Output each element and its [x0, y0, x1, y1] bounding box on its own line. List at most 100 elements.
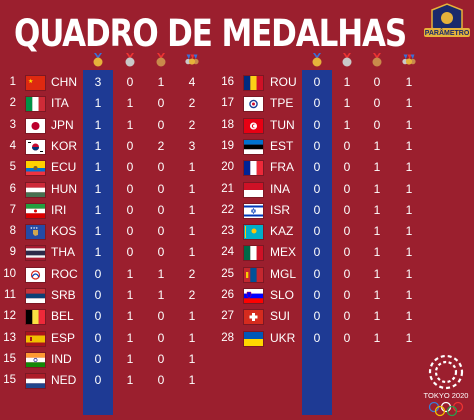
silver-count: 0 [343, 224, 351, 239]
silver-count: 0 [343, 309, 351, 324]
bronze-count: 0 [157, 117, 165, 132]
table-row: 17 TPE 0 1 0 1 [0, 93, 474, 114]
svg-text:★★★: ★★★ [30, 226, 38, 230]
table-row: 11 SRB 0 1 1 2 [0, 285, 474, 306]
gold-count: 0 [313, 202, 321, 217]
total-count: 1 [188, 245, 196, 260]
country-code: BEL [51, 309, 74, 324]
rank-cell: 2 [9, 97, 16, 110]
table-row: 8 ★★★ KOS 1 0 0 1 [0, 221, 474, 242]
brand-label: PARÂMETRO [425, 28, 470, 37]
country-code: KAZ [270, 224, 294, 239]
total-count: 2 [188, 117, 196, 132]
silver-count: 1 [126, 330, 134, 345]
total-count: 1 [405, 117, 413, 132]
country-code: ISR [270, 202, 291, 217]
bronze-count: 1 [157, 288, 165, 302]
silver-count: 0 [126, 181, 134, 196]
rank-cell: 10 [3, 267, 16, 280]
gold-count: 1 [94, 117, 102, 132]
silver-count: 1 [126, 266, 134, 281]
country-code: ROC [51, 266, 78, 281]
total-count: 1 [188, 202, 196, 217]
table-row: 15 IND 0 1 0 1 [0, 349, 474, 370]
total-count: 1 [405, 245, 413, 260]
mongolia-flag-icon [243, 266, 264, 283]
bronze-count: 0 [157, 224, 165, 239]
bronze-count: 0 [157, 373, 165, 388]
event-label: TOKYO 2020 [424, 391, 469, 400]
rank-cell: 22 [221, 203, 234, 216]
silver-count: 1 [343, 75, 351, 89]
bronze-count: 0 [373, 117, 381, 132]
svg-text:★: ★ [28, 78, 33, 85]
silver-count: 1 [126, 96, 134, 111]
table-row: 6 HUN 1 0 0 1 [0, 179, 474, 200]
taipei-flag-icon [243, 96, 264, 113]
bronze-count: 0 [157, 309, 165, 324]
bronze-count: 0 [157, 202, 165, 217]
bronze-count: 0 [157, 96, 165, 111]
table-row: 24 MEX 0 0 1 1 [0, 242, 474, 263]
total-count: 1 [188, 351, 196, 366]
total-count: 2 [188, 266, 196, 281]
ukraine-flag-icon [243, 330, 264, 347]
parametro-logo: PARÂMETRO [424, 3, 470, 37]
italy-flag-icon [25, 96, 46, 113]
rank-cell: 17 [221, 97, 234, 110]
silver-count: 1 [126, 288, 134, 302]
gold-count: 0 [313, 224, 321, 239]
country-code: ROU [270, 75, 297, 89]
tokyo-2020-emblem: TOKYO 2020 [424, 354, 469, 417]
country-code: SLO [270, 288, 295, 302]
rank-cell: 7 [9, 203, 16, 216]
belgium-flag-icon [25, 309, 46, 326]
silver-count: 0 [126, 138, 134, 153]
gold-count: 3 [94, 75, 102, 89]
bronze-count: 1 [373, 224, 381, 239]
hungary-flag-icon [25, 181, 46, 198]
silver-count: 1 [126, 117, 134, 132]
gold-count: 0 [313, 96, 321, 111]
total-count: 3 [188, 138, 196, 153]
country-code: ECU [51, 160, 77, 175]
total-count: 1 [405, 75, 413, 89]
switzerland-flag-icon [243, 309, 264, 326]
bronze-count: 1 [373, 138, 381, 153]
total-count: 1 [188, 373, 196, 388]
bronze-medal-icon [369, 53, 385, 69]
rank-cell: 28 [221, 331, 234, 344]
silver-count: 0 [343, 202, 351, 217]
silver-count: 0 [343, 330, 351, 345]
table-row: 3 JPN 1 1 0 2 [0, 115, 474, 136]
table-row: 16 ROU 0 1 0 1 [0, 72, 474, 93]
bronze-count: 1 [373, 288, 381, 302]
bronze-count: 0 [373, 75, 381, 89]
table-row: 10 ROC 0 1 1 2 [0, 264, 474, 285]
rank-cell: 5 [9, 161, 16, 174]
romania-flag-icon [243, 75, 264, 91]
gold-column-left [83, 70, 113, 415]
country-code: ITA [51, 96, 69, 111]
kosovo-flag-icon: ★★★ [25, 224, 46, 241]
rank-cell: 25 [221, 267, 234, 280]
ecuador-flag-icon [25, 160, 46, 177]
rank-cell: 6 [9, 182, 16, 195]
table-row: 19 EST 0 0 1 1 [0, 136, 474, 157]
country-code: UKR [270, 330, 296, 345]
gold-count: 0 [94, 266, 102, 281]
rank-cell: 3 [9, 118, 16, 131]
table-row: 4 KOR 1 0 2 3 [0, 136, 474, 157]
rank-cell: 15 [3, 374, 16, 387]
total-count: 2 [188, 96, 196, 111]
country-code: JPN [51, 117, 74, 132]
silver-count: 0 [343, 160, 351, 175]
estonia-flag-icon [243, 138, 264, 155]
gold-count: 0 [94, 330, 102, 345]
table-row: 23 KAZ 0 0 1 1 [0, 221, 474, 242]
gold-count: 0 [313, 138, 321, 153]
spain-flag-icon [25, 330, 46, 347]
total-count: 1 [405, 309, 413, 324]
country-code: MGL [270, 266, 297, 281]
gold-count: 0 [313, 75, 321, 89]
